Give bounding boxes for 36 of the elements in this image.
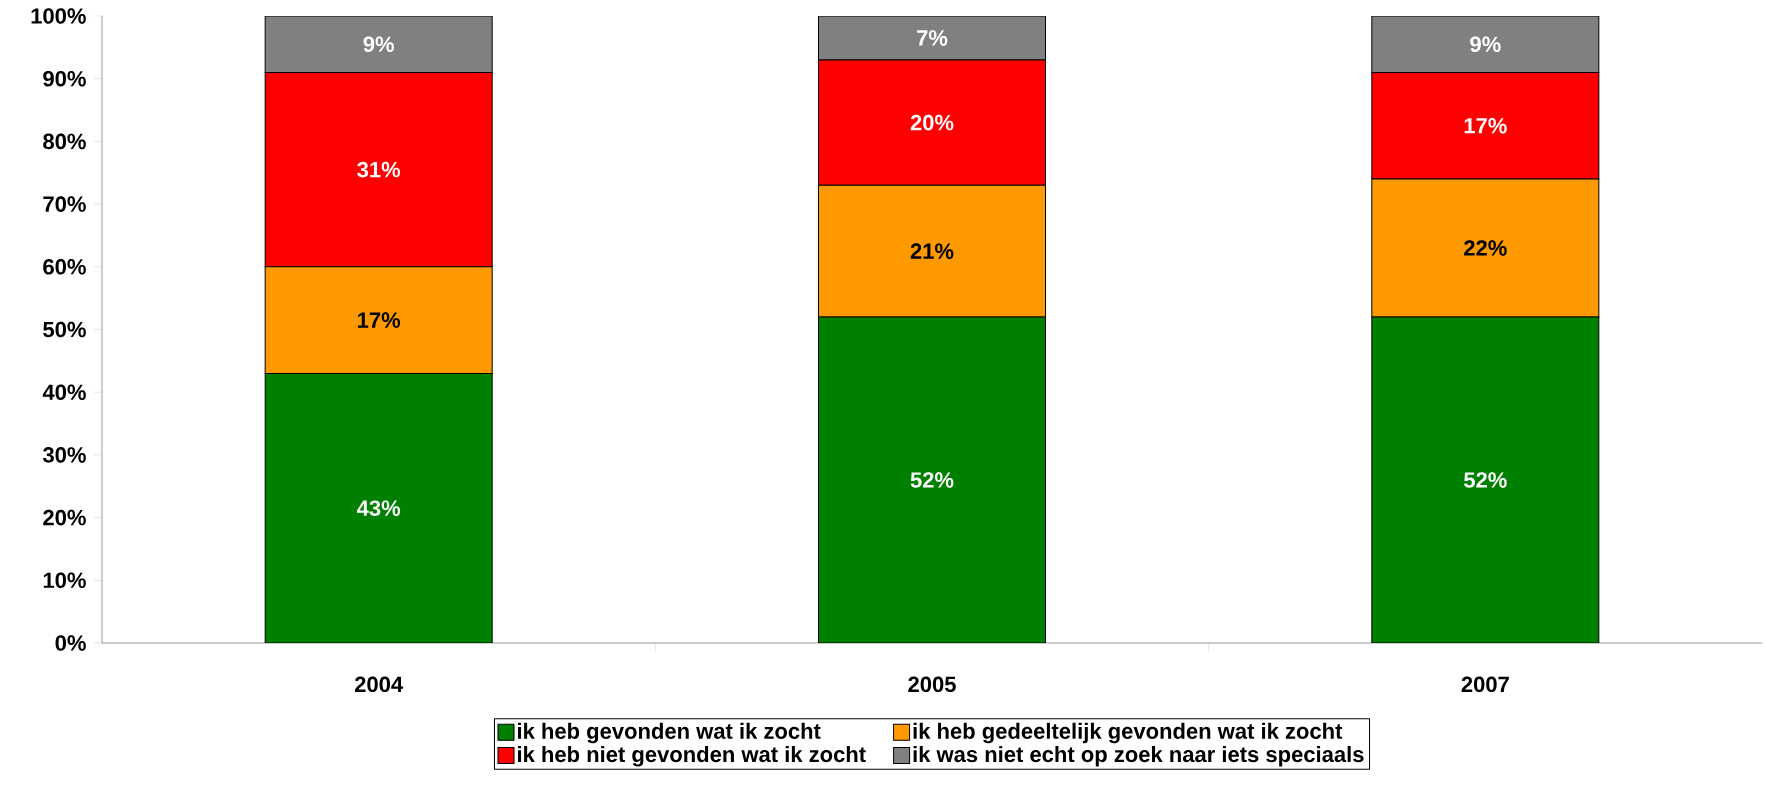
bar <box>264 16 493 73</box>
y-tick-label: 80% <box>43 133 86 150</box>
data-label: 21% <box>910 243 954 259</box>
y-tick-label: 100% <box>31 8 86 24</box>
data-label: 9% <box>1470 36 1501 52</box>
y-tick-label: 60% <box>43 259 86 275</box>
data-label: 17% <box>358 312 401 328</box>
data-label: 22% <box>1464 240 1507 256</box>
data-label: 31% <box>357 161 401 178</box>
legend-label: ik heb gevonden wat ik zocht <box>518 722 821 744</box>
bar <box>1371 316 1600 643</box>
y-tick-label: 90% <box>43 70 86 87</box>
legend-label: ik heb niet gevonden wat ik zocht <box>518 745 866 767</box>
data-label: 52% <box>1464 472 1507 488</box>
y-tick-label: 30% <box>42 447 86 463</box>
data-label: 17% <box>1464 117 1507 134</box>
data-label: 52% <box>910 472 954 488</box>
data-label: 9% <box>363 36 394 52</box>
data-label: 43% <box>356 500 401 516</box>
x-tick-label: 2005 <box>908 676 956 693</box>
bar <box>818 316 1046 643</box>
x-tick-label: 2007 <box>1461 676 1509 693</box>
bar <box>818 16 1046 61</box>
y-tick-label: 50% <box>43 321 86 338</box>
bar <box>1371 16 1600 73</box>
y-tick-label: 10% <box>43 572 86 589</box>
data-label: 7% <box>917 30 948 46</box>
data-label: 20% <box>910 114 954 131</box>
y-tick-label: 70% <box>43 196 86 212</box>
legend-label: ik heb gedeeltelijk gevonden wat ik zocht <box>913 722 1343 744</box>
y-tick-label: 0% <box>55 635 86 651</box>
x-tick-label: 2004 <box>354 676 404 693</box>
y-tick-label: 20% <box>43 509 86 526</box>
bar <box>264 372 493 643</box>
legend-label: ik was niet echt op zoek naar iets speciaals <box>913 745 1364 767</box>
y-tick-label: 40% <box>42 384 86 400</box>
